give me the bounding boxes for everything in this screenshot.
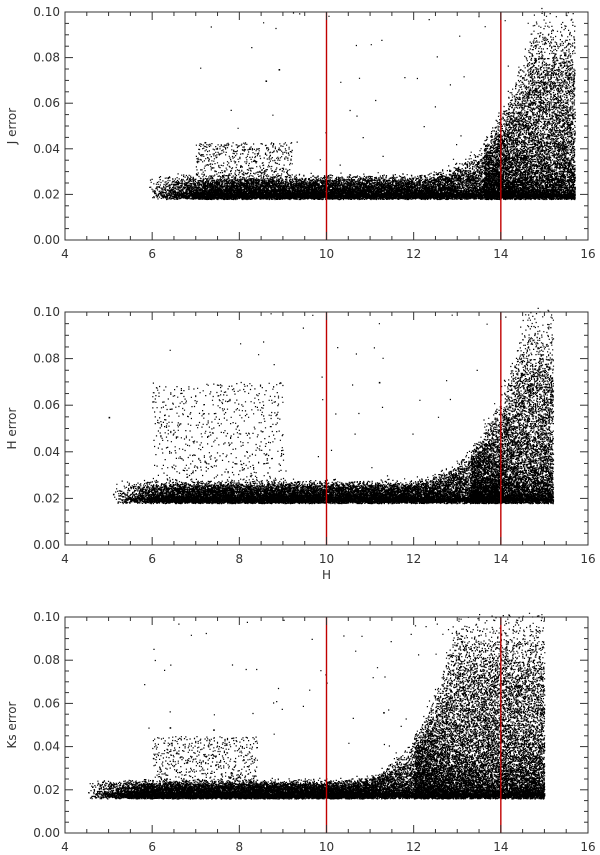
scatter-density (88, 612, 546, 800)
outlier-point (383, 712, 385, 714)
x-tick-label: 16 (580, 840, 595, 854)
y-tick-label: 0.00 (33, 233, 60, 247)
panel-h-error: 4 6 8 10 12 14 16 0.00 0.02 0.04 0.06 0.08 0.10 H H er… (5, 305, 596, 582)
x-tick-label: 14 (493, 247, 508, 261)
y-axis-title: H error (5, 407, 19, 449)
y-tick-label: 0.02 (33, 783, 60, 797)
x-tick-label: 8 (236, 840, 244, 854)
x-tick-label: 14 (493, 840, 508, 854)
x-tick-label: 8 (236, 552, 244, 566)
outlier-point (378, 381, 381, 384)
x-tick-label: 8 (236, 247, 244, 261)
x-tick-label: 16 (580, 552, 595, 566)
y-tick-label: 0.08 (33, 51, 60, 65)
scatter-density (114, 307, 555, 505)
y-tick-label: 0.06 (33, 96, 60, 110)
x-tick-label: 12 (406, 552, 421, 566)
x-axis-title: H (322, 568, 331, 582)
x-tick-label: 12 (406, 840, 421, 854)
y-tick-label: 0.06 (33, 398, 60, 412)
outlier-point (204, 141, 207, 144)
y-tick-label: 0.00 (33, 826, 60, 840)
x-tick-label: 14 (493, 552, 508, 566)
y-tick-label: 0.04 (33, 445, 60, 459)
y-tick-label: 0.08 (33, 352, 60, 366)
y-tick-label: 0.10 (33, 610, 60, 624)
y-tick-label: 0.08 (33, 653, 60, 667)
y-tick-label: 0.04 (33, 142, 60, 156)
outlier-point (108, 416, 111, 419)
x-tick-label: 16 (580, 247, 595, 261)
y-tick-label: 0.02 (33, 187, 60, 201)
y-axis-title: Ks error (5, 701, 19, 748)
scatter-points (108, 307, 555, 505)
y-tick-label: 0.00 (33, 538, 60, 552)
y-tick-label: 0.06 (33, 696, 60, 710)
y-tick-label: 0.04 (33, 740, 60, 754)
x-tick-label: 12 (406, 247, 421, 261)
scatter-points (88, 612, 546, 800)
y-tick-label: 0.10 (33, 5, 60, 19)
scatter-density (149, 7, 576, 201)
x-tick-label: 10 (319, 552, 334, 566)
panel-j-error: 4 6 8 10 12 14 16 0.00 0.02 0.04 0.06 0.08 0.10 J err… (5, 5, 596, 261)
x-tick-label: 4 (61, 840, 69, 854)
x-tick-label: 6 (148, 247, 156, 261)
y-tick-label: 0.02 (33, 491, 60, 505)
x-tick-label: 4 (61, 552, 69, 566)
x-tick-label: 6 (148, 840, 156, 854)
outlier-point (112, 493, 115, 496)
outlier-point (213, 729, 215, 731)
y-tick-label: 0.10 (33, 305, 60, 319)
outlier-point (265, 80, 268, 82)
x-tick-label: 10 (319, 840, 334, 854)
outlier-point (169, 727, 172, 729)
outlier-point (278, 69, 281, 71)
x-tick-label: 6 (148, 552, 156, 566)
panel-ks-error: 468101214160.000.020.040.060.080.10KsKs … (5, 610, 596, 854)
x-tick-label: 10 (319, 247, 334, 261)
y-axis-title: J error (5, 108, 19, 145)
x-tick-label: 4 (61, 247, 69, 261)
scatter-points (149, 7, 576, 201)
